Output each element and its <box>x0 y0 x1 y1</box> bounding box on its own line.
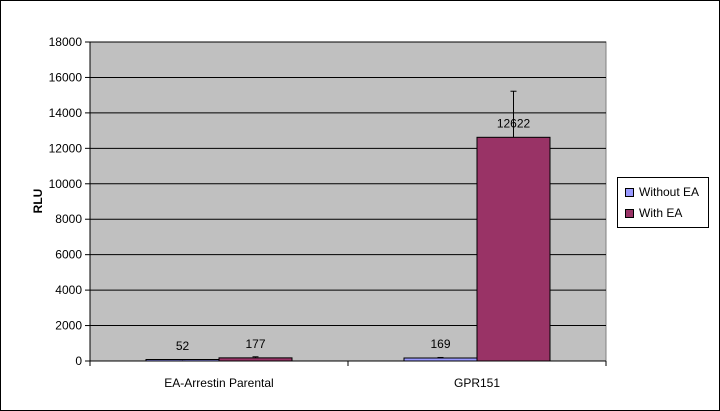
x-tick-label: GPR151 <box>454 376 500 390</box>
legend-label-without-ea: Without EA <box>639 185 700 199</box>
legend-swatch-without-ea <box>625 187 634 197</box>
y-axis-title: RLU <box>31 189 45 214</box>
legend-label-with-ea: With EA <box>639 206 683 220</box>
legend: Without EA With EA <box>617 177 709 228</box>
bar-with-ea-0 <box>218 357 293 362</box>
data-label: 169 <box>430 337 450 351</box>
legend-item-with-ea: With EA <box>625 206 682 220</box>
data-label: 52 <box>176 339 190 353</box>
y-tick-label: 18000 <box>49 35 83 49</box>
data-label: 177 <box>245 337 265 351</box>
bar-with-ea-1 <box>476 136 551 362</box>
y-tick-label: 0 <box>75 354 82 368</box>
y-tick-label: 10000 <box>49 177 83 191</box>
legend-item-without-ea: Without EA <box>625 185 699 199</box>
y-tick-label: 12000 <box>49 141 83 155</box>
y-tick-label: 8000 <box>55 212 82 226</box>
y-tick-label: 14000 <box>49 106 83 120</box>
bar-without-ea-1 <box>403 357 478 362</box>
y-tick-label: 16000 <box>49 70 83 84</box>
x-axis-ticks: EA-Arrestin Parental GPR151 <box>89 361 607 390</box>
bars: 52 177 169 12622 <box>145 90 551 362</box>
y-tick-label: 4000 <box>55 283 82 297</box>
legend-swatch-with-ea <box>625 208 634 218</box>
data-label: 12622 <box>497 116 531 130</box>
x-tick-label: EA-Arrestin Parental <box>164 376 273 390</box>
y-tick-label: 2000 <box>55 319 82 333</box>
y-tick-label: 6000 <box>55 248 82 262</box>
